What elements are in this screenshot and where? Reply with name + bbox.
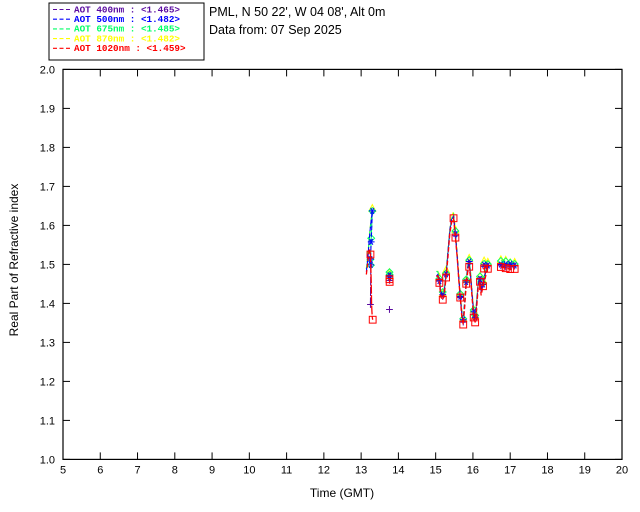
svg-text:1.2: 1.2: [40, 376, 55, 388]
svg-text:5: 5: [60, 464, 66, 476]
svg-text:Time (GMT): Time (GMT): [310, 486, 374, 500]
svg-text:13: 13: [355, 464, 367, 476]
svg-text:1.7: 1.7: [40, 181, 55, 193]
svg-text:8: 8: [172, 464, 178, 476]
svg-text:1.1: 1.1: [40, 415, 55, 427]
svg-text:10: 10: [243, 464, 255, 476]
svg-text:1.9: 1.9: [40, 103, 55, 115]
svg-text:1.8: 1.8: [40, 142, 55, 154]
svg-text:1.0: 1.0: [40, 454, 55, 466]
svg-text:12: 12: [318, 464, 330, 476]
svg-text:18: 18: [541, 464, 553, 476]
svg-text:Real Part of Refractive index: Real Part of Refractive index: [7, 184, 21, 337]
svg-text:1.3: 1.3: [40, 337, 55, 349]
svg-text:15: 15: [430, 464, 442, 476]
svg-text:1.4: 1.4: [40, 298, 55, 310]
svg-text:AOT 1020nm : <1.459>: AOT 1020nm : <1.459>: [74, 43, 186, 54]
svg-text:9: 9: [209, 464, 215, 476]
svg-text:6: 6: [97, 464, 103, 476]
svg-text:11: 11: [281, 464, 292, 476]
svg-text:2.0: 2.0: [40, 64, 55, 76]
svg-text:16: 16: [467, 464, 479, 476]
svg-text:1.6: 1.6: [40, 220, 55, 232]
svg-text:14: 14: [392, 464, 404, 476]
svg-text:7: 7: [134, 464, 140, 476]
svg-text:Data from: 07 Sep 2025: Data from: 07 Sep 2025: [209, 23, 342, 37]
svg-text:20: 20: [616, 464, 628, 476]
svg-text:1.5: 1.5: [40, 259, 55, 271]
svg-text:17: 17: [504, 464, 516, 476]
svg-text:19: 19: [579, 464, 591, 476]
svg-text:PML, N 50 22', W 04 08', Alt 0: PML, N 50 22', W 04 08', Alt 0m: [209, 5, 385, 19]
